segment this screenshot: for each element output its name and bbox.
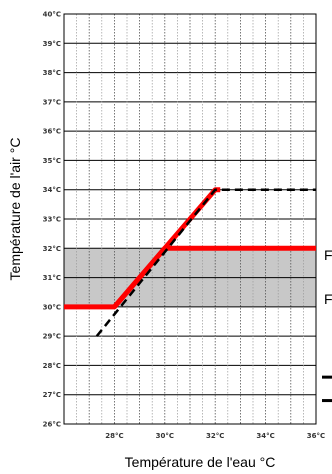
plot-frame — [63, 13, 317, 425]
y-tick-label: 37°C — [43, 98, 61, 106]
y-tick-label: 33°C — [43, 216, 61, 224]
y-tick-label: 40°C — [43, 11, 61, 19]
x-tick-label: 36°C — [307, 432, 325, 440]
y-tick-label: 34°C — [43, 186, 61, 194]
y-axis-label: Température de l'air °C — [7, 138, 23, 281]
y-tick-label: 28°C — [43, 362, 61, 370]
y-tick-label: 38°C — [43, 69, 61, 77]
x-tick-label: 32°C — [206, 432, 224, 440]
y-tick-label: 27°C — [43, 391, 61, 399]
series-line-dashed — [95, 188, 316, 337]
y-tick-label: 30°C — [43, 303, 61, 311]
x-tick-label: 34°C — [256, 432, 274, 440]
y-tick-label: 32°C — [43, 245, 61, 253]
x-tick-label: 30°C — [156, 432, 174, 440]
y-tick-label: 31°C — [43, 274, 61, 282]
y-tick-label: 36°C — [43, 128, 61, 136]
x-tick-label: 28°C — [105, 432, 123, 440]
y-tick-label: 29°C — [43, 333, 61, 341]
y-tick-label: 35°C — [43, 157, 61, 165]
right-label: F — [324, 247, 332, 263]
right-label: F — [324, 291, 332, 307]
x-axis-label: Température de l'eau °C — [125, 454, 276, 470]
y-tick-label: 26°C — [43, 421, 61, 429]
y-tick-label: 39°C — [43, 40, 61, 48]
